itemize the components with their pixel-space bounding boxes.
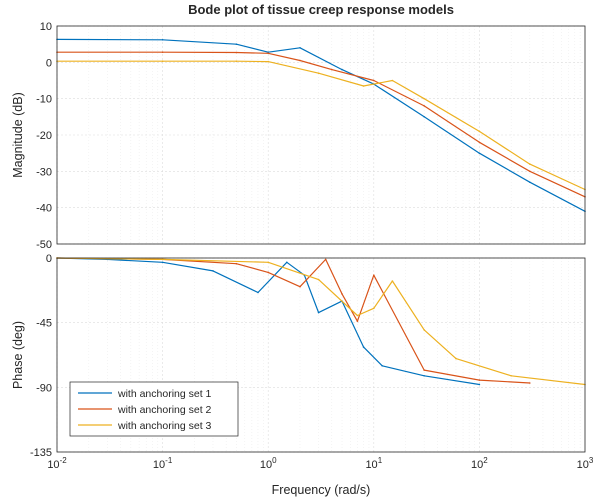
- magnitude-point-set-3: [317, 72, 320, 74]
- magnitude-axes-box: [56, 25, 586, 245]
- legend-label-set-3: with anchoring set 3: [117, 420, 212, 432]
- chart-title: Bode plot of tissue creep response model…: [188, 2, 454, 17]
- phase-ylabel: Phase (deg): [11, 321, 25, 389]
- phase-point-set-3: [267, 261, 270, 264]
- phase-point-set-2: [324, 258, 327, 261]
- magnitude-ytick-label: -40: [36, 203, 52, 215]
- magnitude-panel: 10 0 -10 -20 -30 -40 -50 Magnitude (dB): [11, 21, 586, 251]
- magnitude-ylabel: Magnitude (dB): [11, 92, 25, 177]
- magnitude-point-set-1: [423, 116, 426, 118]
- magnitude-point-set-2: [161, 51, 164, 53]
- legend-label-set-1: with anchoring set 1: [117, 388, 212, 400]
- phase-point-set-3: [510, 375, 512, 377]
- magnitude-point-set-1: [267, 51, 270, 53]
- phase-point-set-1: [423, 375, 426, 377]
- magnitude-point-set-3: [161, 60, 164, 62]
- phase-point-set-2: [341, 293, 343, 295]
- magnitude-point-set-1: [478, 152, 481, 154]
- magnitude-ticks: 10 0 -10 -20 -30 -40 -50: [36, 21, 52, 251]
- phase-point-set-3: [455, 357, 457, 360]
- magnitude-point-set-3: [529, 163, 531, 165]
- magnitude-series: [56, 38, 586, 213]
- frequency-xtick-label: 101: [365, 456, 382, 471]
- phase-point-set-3: [317, 278, 320, 281]
- magnitude-point-set-1: [299, 47, 301, 49]
- magnitude-point-set-2: [373, 79, 375, 82]
- phase-point-set-1: [161, 261, 164, 264]
- phase-point-set-2: [529, 382, 531, 384]
- magnitude-ytick-label: -10: [36, 94, 52, 106]
- frequency-xtick-label: 10-2: [47, 456, 67, 471]
- phase-point-set-3: [423, 329, 426, 331]
- magnitude-point-set-3: [362, 85, 365, 87]
- phase-point-set-1: [286, 261, 288, 264]
- phase-line-set-2: [56, 257, 530, 384]
- magnitude-point-set-2: [478, 141, 481, 144]
- phase-point-set-3: [161, 258, 164, 261]
- magnitude-point-set-3: [478, 130, 481, 133]
- magnitude-point-set-2: [331, 68, 333, 71]
- phase-point-set-2: [478, 379, 481, 381]
- phase-point-set-1: [362, 346, 365, 348]
- phase-series: [56, 257, 586, 386]
- legend: with anchoring set 1 with anchoring set …: [69, 381, 239, 437]
- frequency-xlabel: Frequency (rad/s): [272, 483, 371, 497]
- legend-label-set-2: with anchoring set 2: [117, 404, 212, 416]
- frequency-xtick-label: 10-1: [153, 456, 173, 471]
- frequency-xtick-label: 102: [471, 456, 488, 471]
- magnitude-point-set-3: [235, 60, 238, 62]
- phase-point-set-3: [373, 307, 375, 310]
- magnitude-ytick-label: 0: [46, 57, 52, 69]
- phase-point-set-2: [356, 320, 359, 323]
- phase-point-set-1: [317, 311, 320, 314]
- magnitude-ytick-label: 10: [40, 21, 52, 33]
- magnitude-point-set-3: [391, 79, 394, 82]
- phase-ytick-label: -45: [36, 318, 52, 330]
- magnitude-point-set-2: [423, 105, 426, 107]
- phase-ytick-label: -90: [36, 382, 52, 394]
- magnitude-point-set-1: [235, 43, 238, 45]
- phase-point-set-3: [391, 280, 394, 282]
- phase-ytick-label: 0: [46, 253, 52, 265]
- magnitude-ytick-label: -50: [36, 239, 52, 251]
- magnitude-point-set-1: [341, 68, 343, 71]
- frequency-xtick-label: 100: [260, 456, 277, 471]
- magnitude-point-set-1: [161, 39, 164, 41]
- phase-point-set-3: [356, 314, 359, 317]
- magnitude-point-set-3: [423, 97, 426, 100]
- magnitude-point-set-2: [529, 170, 531, 173]
- phase-point-set-1: [257, 291, 259, 294]
- magnitude-point-set-1: [529, 181, 531, 183]
- phase-point-set-2: [235, 262, 238, 265]
- magnitude-point-set-3: [267, 60, 270, 63]
- phase-axes-box: [56, 257, 586, 453]
- magnitude-point-set-2: [235, 51, 238, 54]
- phase-ytick-label: -135: [30, 447, 52, 459]
- frequency-xtick-label: 103: [577, 456, 594, 471]
- phase-point-set-1: [212, 270, 214, 272]
- magnitude-ytick-label: -30: [36, 166, 52, 178]
- phase-point-set-1: [381, 365, 384, 367]
- magnitude-ytick-label: -20: [36, 130, 52, 142]
- magnitude-point-set-2: [299, 59, 301, 62]
- phase-point-set-2: [299, 285, 301, 288]
- phase-point-set-2: [373, 274, 375, 277]
- phase-point-set-2: [267, 271, 270, 274]
- magnitude-point-set-2: [267, 52, 270, 55]
- phase-point-set-2: [423, 369, 426, 371]
- phase-point-set-1: [478, 383, 481, 386]
